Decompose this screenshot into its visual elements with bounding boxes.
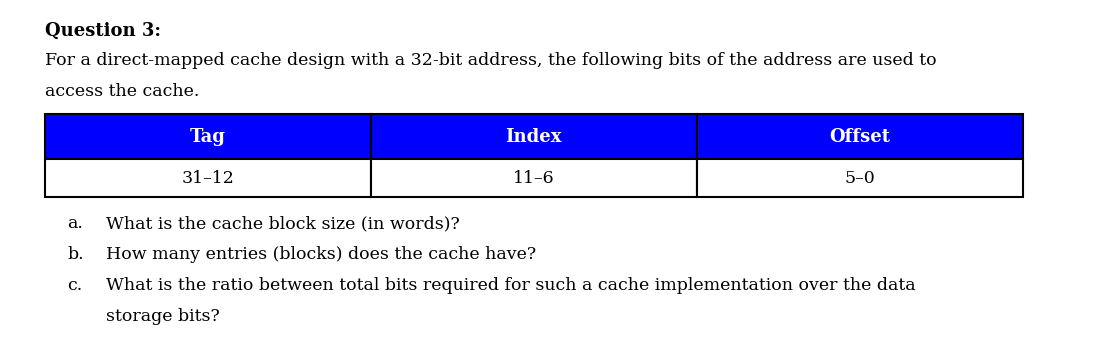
Text: 31–12: 31–12 (181, 170, 234, 187)
Text: What is the cache block size (in words)?: What is the cache block size (in words)? (106, 215, 459, 232)
Text: storage bits?: storage bits? (106, 308, 220, 325)
Text: What is the ratio between total bits required for such a cache implementation ov: What is the ratio between total bits req… (106, 277, 916, 294)
Text: Tag: Tag (190, 128, 226, 146)
Text: c.: c. (67, 277, 83, 294)
Text: For a direct-mapped cache design with a 32-bit address, the following bits of th: For a direct-mapped cache design with a … (45, 52, 937, 70)
Text: Offset: Offset (830, 128, 890, 146)
Text: How many entries (blocks) does the cache have?: How many entries (blocks) does the cache… (106, 246, 537, 263)
Text: a.: a. (67, 215, 83, 232)
Text: 5–0: 5–0 (844, 170, 875, 187)
Text: Index: Index (505, 128, 562, 146)
Text: b.: b. (67, 246, 84, 263)
Text: access the cache.: access the cache. (45, 83, 199, 100)
Text: 11–6: 11–6 (513, 170, 555, 187)
Text: Question 3:: Question 3: (45, 22, 161, 40)
